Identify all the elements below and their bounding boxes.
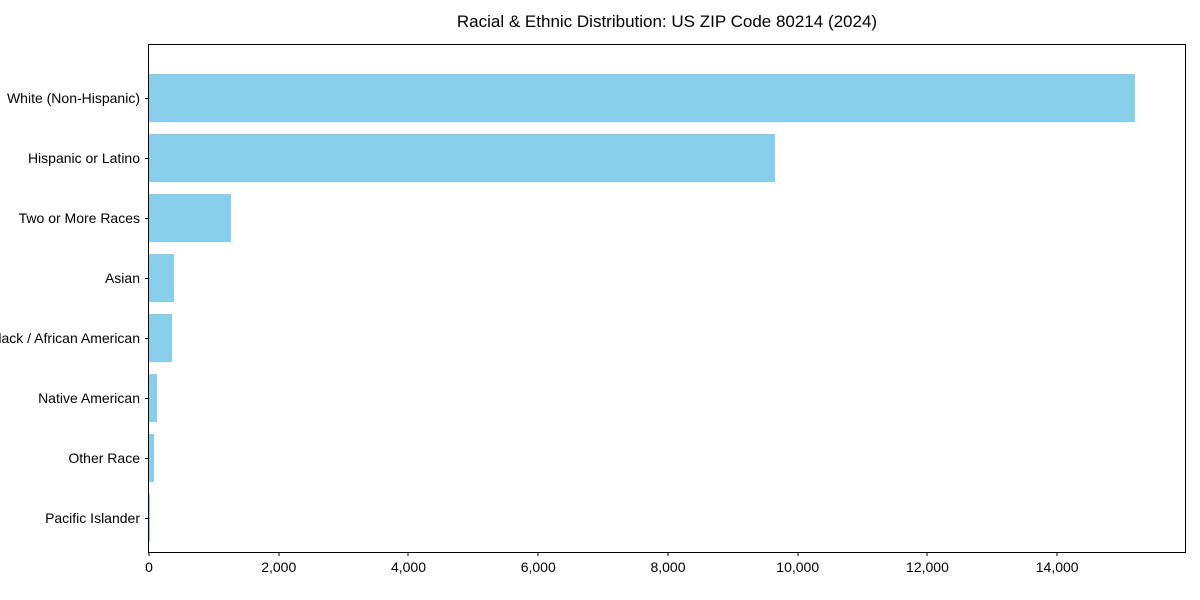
x-axis-tick: [148, 552, 150, 556]
x-axis-tick: [926, 552, 928, 556]
y-tick-label: Hispanic or Latino: [27, 150, 140, 166]
y-axis-tick: [145, 218, 149, 219]
x-tick-label: 0: [145, 559, 153, 575]
y-axis-tick: [145, 158, 149, 159]
x-tick-label: 12,000: [906, 559, 949, 575]
y-axis-tick: [145, 458, 149, 459]
x-tick-label: 2,000: [261, 559, 297, 575]
x-axis-tick: [667, 552, 669, 556]
x-axis-tick: [1056, 552, 1058, 556]
x-tick-label: 6,000: [520, 559, 556, 575]
x-axis-tick: [407, 552, 409, 556]
x-tick-label: 10,000: [776, 559, 820, 575]
y-axis-tick: [145, 98, 149, 99]
y-tick-label: Two or More Races: [18, 210, 140, 226]
x-tick-label: 14,000: [1035, 559, 1079, 575]
bar-other-race: [149, 434, 154, 482]
y-axis-tick: [145, 398, 149, 399]
y-axis-tick: [145, 338, 149, 339]
x-tick-label: 8,000: [650, 559, 686, 575]
y-tick-label: Native American: [38, 390, 140, 406]
x-axis-tick: [278, 552, 280, 556]
x-tick-label: 4,000: [390, 559, 427, 575]
bar-hispanic-or-latino: [149, 134, 775, 182]
bar-asian: [149, 254, 174, 302]
y-tick-label: Other Race: [68, 450, 140, 466]
chart-title: Racial & Ethnic Distribution: US ZIP Cod…: [456, 12, 878, 31]
y-tick-label: Asian: [104, 270, 140, 286]
y-axis-tick: [145, 278, 149, 279]
bar-pacific-islander: [149, 494, 150, 542]
bar-native-american: [149, 374, 157, 422]
bar-black-african-american: [149, 314, 173, 362]
bar-two-or-more-races: [149, 194, 232, 242]
x-axis-tick: [797, 552, 799, 556]
y-tick-label: White (Non-Hispanic): [6, 90, 140, 106]
y-axis-tick: [145, 518, 149, 519]
plot-area: White (Non-Hispanic) Hispanic or Latino Tw…: [0, 44, 1186, 575]
y-tick-label: Black / African American: [0, 330, 140, 346]
x-axis-tick: [537, 552, 539, 556]
bar-white-non-hispanic: [149, 74, 1136, 122]
y-tick-label: Pacific Islander: [45, 510, 140, 526]
